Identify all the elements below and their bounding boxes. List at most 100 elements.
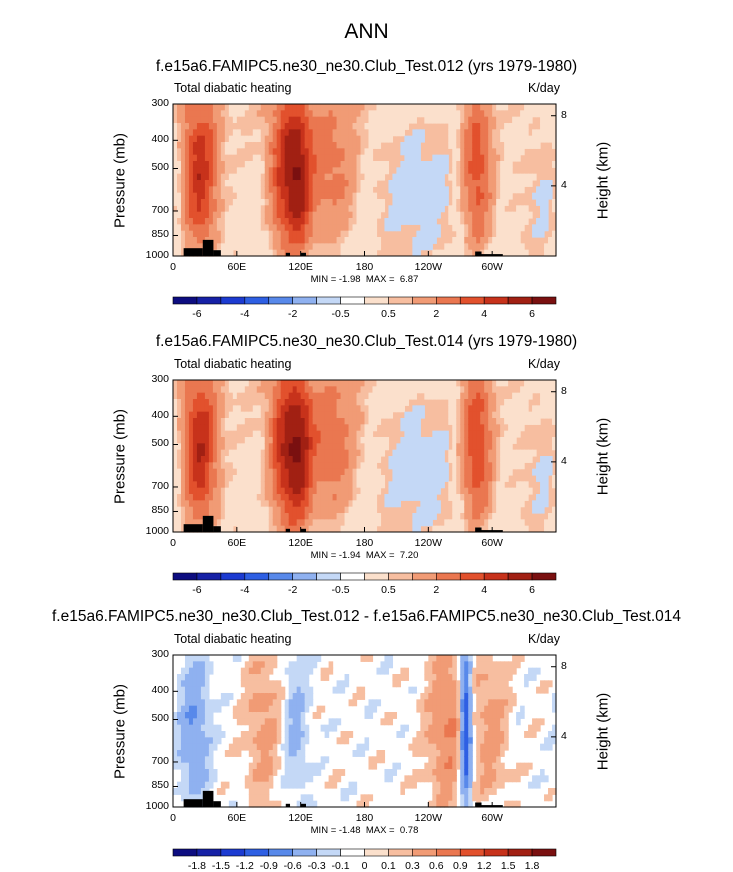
heatmap-cell bbox=[480, 494, 485, 501]
heatmap-cell bbox=[440, 392, 445, 400]
heatmap-cell bbox=[212, 468, 218, 476]
heatmap-cell bbox=[264, 104, 270, 111]
heatmap-cell bbox=[244, 462, 250, 470]
heatmap-cell bbox=[536, 386, 541, 394]
heatmap-cell bbox=[504, 519, 509, 527]
heatmap-cell bbox=[300, 781, 306, 789]
heatmap-cell bbox=[212, 743, 218, 751]
heatmap-cell bbox=[188, 500, 194, 508]
heatmap-cell bbox=[360, 481, 366, 489]
heatmap-cell bbox=[428, 392, 433, 400]
heatmap-cell bbox=[352, 487, 358, 495]
heatmap-cell bbox=[256, 392, 262, 400]
heatmap-cell bbox=[232, 424, 238, 432]
heatmap-cell bbox=[336, 192, 342, 200]
heatmap-cell bbox=[188, 380, 194, 387]
heatmap-cell bbox=[368, 173, 374, 181]
heatmap-cell bbox=[244, 199, 250, 206]
heatmap-cell bbox=[284, 167, 290, 175]
heatmap-cell bbox=[472, 180, 477, 187]
heatmap-cell bbox=[392, 211, 398, 219]
heatmap-cell bbox=[192, 437, 198, 444]
heatmap-cell bbox=[248, 769, 254, 776]
heatmap-cell bbox=[520, 386, 525, 394]
heatmap-cell bbox=[224, 205, 230, 213]
heatmap-cell bbox=[344, 249, 350, 257]
heatmap-cell bbox=[516, 405, 521, 413]
heatmap-cell bbox=[204, 424, 210, 432]
heatmap-cell bbox=[192, 186, 198, 194]
heatmap-cell bbox=[252, 762, 258, 770]
heatmap-cell bbox=[180, 674, 186, 681]
heatmap-cell bbox=[516, 237, 521, 244]
heatmap-cell bbox=[184, 192, 190, 200]
heatmap-cell bbox=[256, 230, 262, 238]
heatmap-cell bbox=[324, 475, 330, 482]
heatmap-cell bbox=[404, 468, 409, 476]
heatmap-cell bbox=[284, 762, 290, 770]
heatmap-cell bbox=[324, 380, 330, 387]
heatmap-cell bbox=[524, 487, 529, 495]
heatmap-cell bbox=[176, 699, 182, 707]
heatmap-cell bbox=[368, 519, 374, 527]
heatmap-cell bbox=[180, 205, 186, 213]
heatmap-cell bbox=[332, 123, 338, 130]
heatmap-cell bbox=[488, 205, 493, 213]
heatmap-cell bbox=[200, 661, 206, 669]
heatmap-cell bbox=[484, 123, 489, 130]
heatmap-cell bbox=[348, 224, 354, 232]
heatmap-cell bbox=[356, 411, 362, 419]
heatmap-cell bbox=[248, 218, 254, 225]
heatmap-cell bbox=[260, 116, 266, 124]
heatmap-cell bbox=[548, 411, 553, 419]
heatmap-cell bbox=[464, 205, 469, 213]
heatmap-cell bbox=[316, 712, 322, 719]
heatmap-cell bbox=[264, 705, 270, 713]
heatmap-cell bbox=[420, 167, 425, 175]
heatmap-cell bbox=[232, 462, 238, 470]
heatmap-cell bbox=[404, 148, 409, 156]
heatmap-cell bbox=[328, 161, 334, 168]
heatmap-cell bbox=[468, 456, 473, 463]
heatmap-cell bbox=[320, 135, 326, 143]
heatmap-cell bbox=[192, 199, 198, 206]
heatmap-cell bbox=[480, 192, 485, 200]
heatmap-cell bbox=[296, 487, 302, 495]
heatmap-cell bbox=[284, 142, 290, 149]
heatmap-cell bbox=[340, 680, 346, 688]
heatmap-cell bbox=[368, 468, 374, 476]
heatmap-cell bbox=[276, 135, 282, 143]
heatmap-cell bbox=[428, 769, 433, 776]
heatmap-cell bbox=[300, 718, 306, 726]
heatmap-cell bbox=[188, 129, 194, 137]
heatmap-cell bbox=[400, 110, 405, 118]
heatmap-cell bbox=[504, 211, 509, 219]
heatmap-cell bbox=[428, 718, 433, 726]
heatmap-cell bbox=[340, 456, 346, 463]
heatmap-cell bbox=[500, 487, 505, 495]
heatmap-cell bbox=[296, 211, 302, 219]
heatmap-cell bbox=[304, 411, 310, 419]
heatmap-cell bbox=[304, 148, 310, 156]
heatmap-cell bbox=[336, 449, 342, 457]
heatmap-cell bbox=[424, 230, 429, 238]
heatmap-cell bbox=[312, 218, 318, 225]
heatmap-cell bbox=[424, 506, 429, 514]
y-tick-label: 400 bbox=[151, 133, 169, 146]
heatmap-cell bbox=[372, 449, 378, 457]
heatmap-cell bbox=[420, 104, 425, 111]
heatmap-cell bbox=[360, 218, 366, 225]
heatmap-cell bbox=[184, 380, 190, 387]
heatmap-cell bbox=[328, 167, 334, 175]
heatmap-cell bbox=[412, 487, 417, 495]
heatmap-cell bbox=[264, 775, 270, 783]
heatmap-cell bbox=[516, 104, 521, 111]
heatmap-cell bbox=[364, 199, 370, 206]
heatmap-cell bbox=[300, 135, 306, 143]
heatmap-cell bbox=[540, 211, 545, 219]
heatmap-cell bbox=[368, 712, 374, 719]
heatmap-cell bbox=[184, 437, 190, 444]
heatmap-cell bbox=[268, 154, 274, 162]
heatmap-cell bbox=[332, 718, 338, 726]
heatmap-cell bbox=[192, 135, 198, 143]
